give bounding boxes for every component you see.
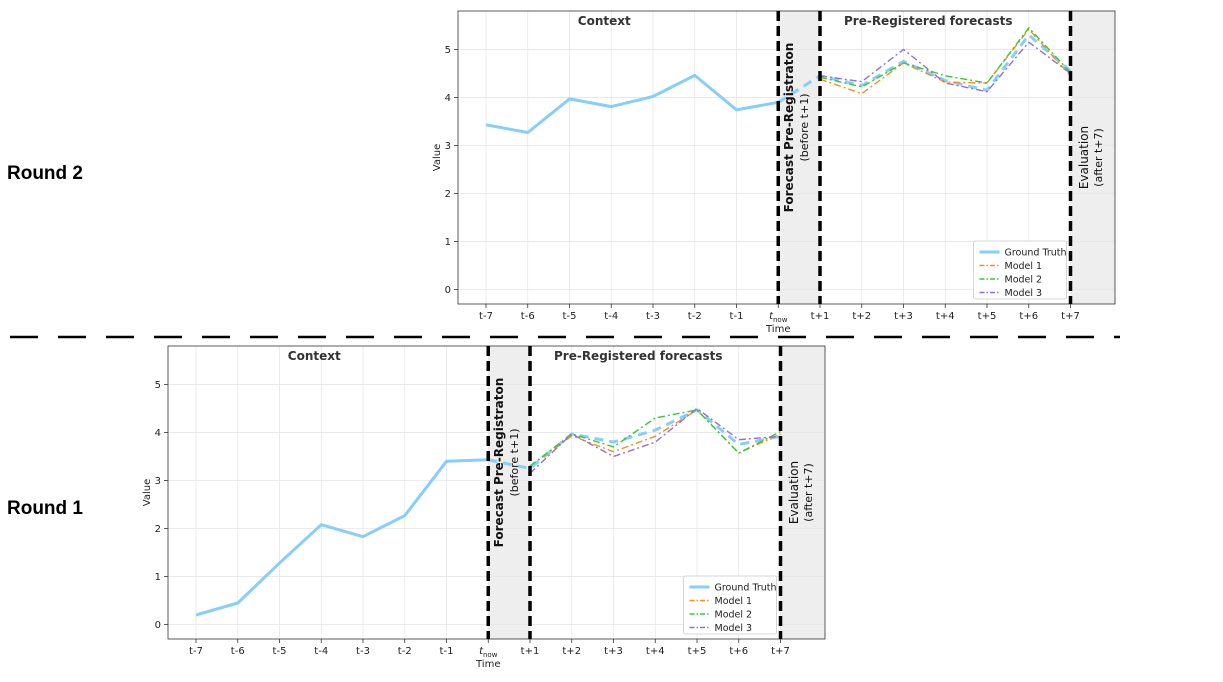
preregistration-label: Forecast Pre-Registraton <box>782 43 796 213</box>
x-tick-label: t-6 <box>231 646 245 657</box>
evaluation-sublabel: (after t+7) <box>1092 128 1105 187</box>
x-tick-label: t+4 <box>936 311 955 322</box>
x-tick-label: t+4 <box>646 646 665 657</box>
context-title: Context <box>578 14 631 28</box>
context-title: Context <box>288 349 341 363</box>
legend-label: Model 1 <box>715 596 753 607</box>
x-tick-label: t-4 <box>314 646 328 657</box>
x-tick-label: t+2 <box>852 311 871 322</box>
evaluation-region <box>780 346 825 639</box>
round-1-chart: 0 1 2 3 4 5 t-7 t-6 t-5 t-4 t-3 t-2 t-1 tnow t+1 t+2 t+3… <box>142 345 826 670</box>
x-tick-label: t-3 <box>356 646 370 657</box>
preregistration-region <box>488 346 530 639</box>
y-tick-label: 3 <box>155 476 161 487</box>
model-2-line <box>819 27 1072 88</box>
ground-truth-line <box>485 73 779 134</box>
legend-label: Ground Truth <box>1005 248 1067 259</box>
x-tick-label: t+2 <box>562 646 581 657</box>
x-tick-label: t-3 <box>646 311 660 322</box>
forecast-title: Pre-Registered forecasts <box>554 349 723 363</box>
x-tick-label: t-5 <box>273 646 287 657</box>
model-1-line <box>529 409 781 467</box>
ground-truth-forecast-line <box>777 33 1072 104</box>
preregistration-sublabel: (before t+1) <box>508 428 521 496</box>
x-tick-label-tnow: tnow <box>479 646 498 659</box>
x-tick-label: t-7 <box>189 646 203 657</box>
y-tick-label: 5 <box>445 45 451 56</box>
plot-frame <box>167 345 826 640</box>
x-tick-label: t-6 <box>521 311 535 322</box>
forecast-title: Pre-Registered forecasts <box>844 14 1013 28</box>
x-tick-label: t-1 <box>440 646 454 657</box>
x-tick-label: t+3 <box>894 311 913 322</box>
model-3-line <box>819 41 1071 93</box>
y-tick-label: 1 <box>445 237 451 248</box>
y-tick-label: 0 <box>445 285 451 296</box>
legend-label: Model 2 <box>1005 275 1043 286</box>
x-tick-label: t-2 <box>398 646 412 657</box>
preregistration-region <box>778 11 820 304</box>
x-tick-label: t-5 <box>563 311 577 322</box>
x-tick-label: t-1 <box>730 311 744 322</box>
legend-box <box>973 240 1067 300</box>
round-2-label: Round 2 <box>7 163 83 184</box>
y-tick-label: 5 <box>155 380 161 391</box>
x-axis-label: Time <box>765 324 790 335</box>
x-tick-label: t+7 <box>1061 311 1080 322</box>
x-tick-label: t+3 <box>604 646 623 657</box>
round-1-label: Round 1 <box>7 498 83 519</box>
y-tick-label: 2 <box>155 524 161 535</box>
y-tick-label: 0 <box>155 620 161 631</box>
legend-label: Ground Truth <box>715 583 777 594</box>
x-tick-label: t-2 <box>688 311 702 322</box>
legend-label: Model 3 <box>1005 288 1043 299</box>
model-1-line <box>819 28 1072 95</box>
y-tick-label: 4 <box>155 428 161 439</box>
legend-label: Model 2 <box>715 610 753 621</box>
x-tick-label: t+1 <box>521 646 540 657</box>
x-tick-label: t-4 <box>604 311 618 322</box>
x-tick-label: t+5 <box>688 646 707 657</box>
x-tick-label: t+6 <box>1019 311 1038 322</box>
preregistration-label: Forecast Pre-Registraton <box>492 378 506 548</box>
plot-frame <box>457 10 1116 305</box>
x-tick-label: t+1 <box>811 311 830 322</box>
y-tick-label: 1 <box>155 572 161 583</box>
round-divider <box>10 335 1120 339</box>
x-tick-label: t+7 <box>771 646 790 657</box>
x-tick-label: t+5 <box>978 311 997 322</box>
ground-truth-forecast-line <box>487 408 781 470</box>
ground-truth-line <box>195 458 489 617</box>
y-axis-label: Value <box>142 479 153 506</box>
y-axis-label: Value <box>432 144 443 171</box>
y-tick-label: 4 <box>445 93 451 104</box>
x-tick-label: t-7 <box>479 311 493 322</box>
y-tick-label: 2 <box>445 189 451 200</box>
legend-label: Model 3 <box>715 623 753 634</box>
round-2-chart: 0 1 2 3 4 5 t-7 t-6 t-5 t-4 t-3 t-2 t-1 tnow t+1 t+2 t+3… <box>432 10 1116 335</box>
legend-box <box>683 575 777 635</box>
y-tick-label: 3 <box>445 141 451 152</box>
legend-label: Model 1 <box>1005 261 1043 272</box>
evaluation-sublabel: (after t+7) <box>802 463 815 522</box>
evaluation-label: Evaluation <box>787 461 801 524</box>
x-tick-label: t+6 <box>729 646 748 657</box>
evaluation-label: Evaluation <box>1077 126 1091 189</box>
preregistration-sublabel: (before t+1) <box>798 93 811 161</box>
x-tick-label-tnow: tnow <box>769 311 788 324</box>
x-axis-label: Time <box>475 659 500 670</box>
evaluation-region <box>1070 11 1115 304</box>
